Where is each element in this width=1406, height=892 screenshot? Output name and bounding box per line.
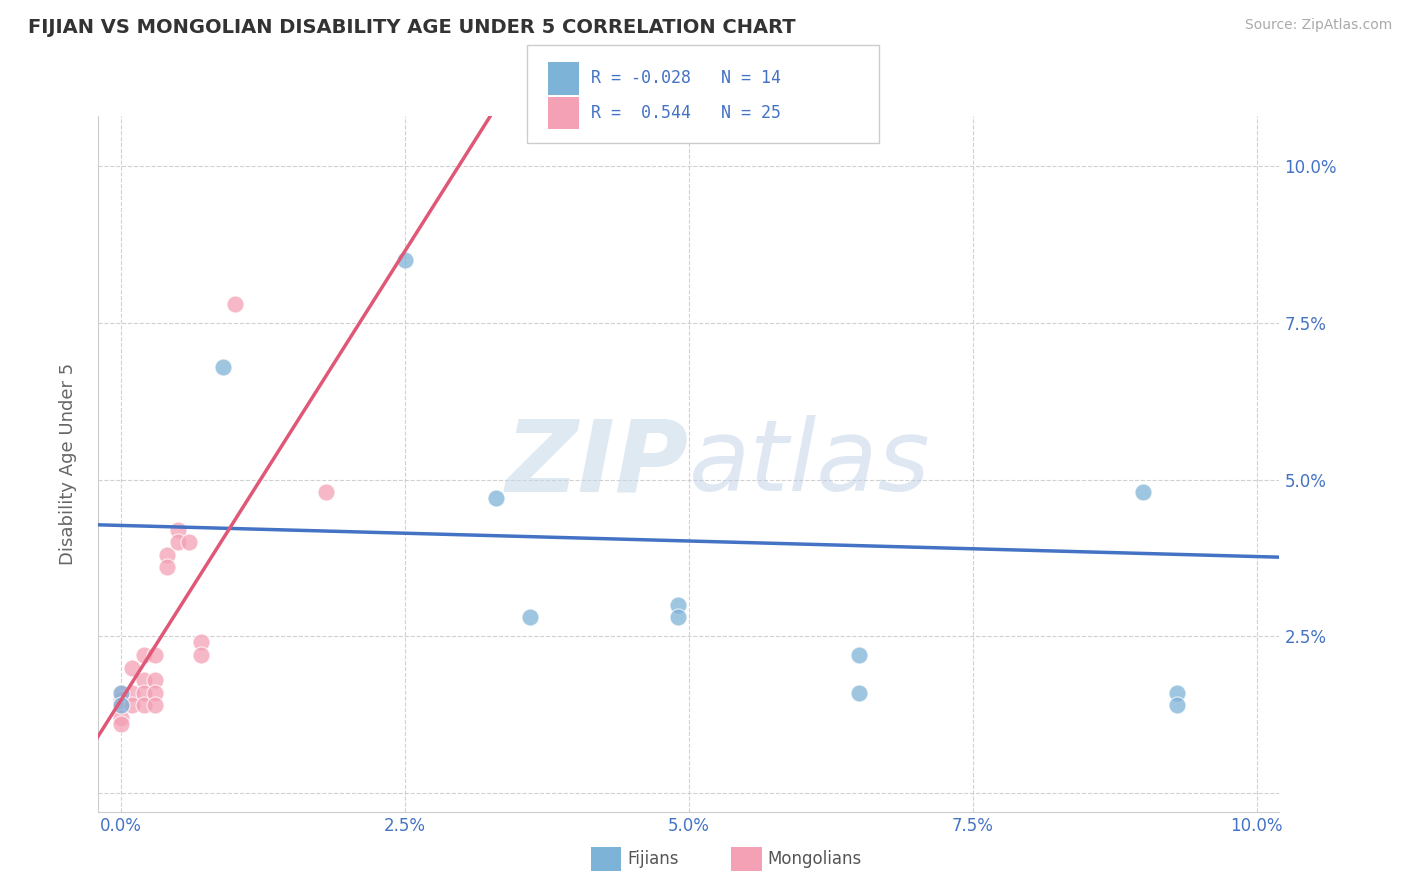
- Point: [110, 698, 132, 713]
- Point: [110, 711, 132, 725]
- Point: [132, 698, 155, 713]
- Point: [666, 598, 689, 612]
- Point: [132, 685, 155, 699]
- Point: [485, 491, 508, 506]
- Point: [121, 685, 143, 699]
- Text: Fijians: Fijians: [627, 850, 679, 868]
- Point: [110, 698, 132, 713]
- Text: FIJIAN VS MONGOLIAN DISABILITY AGE UNDER 5 CORRELATION CHART: FIJIAN VS MONGOLIAN DISABILITY AGE UNDER…: [28, 18, 796, 37]
- Point: [224, 297, 246, 311]
- Point: [190, 635, 212, 649]
- Y-axis label: Disability Age Under 5: Disability Age Under 5: [59, 363, 77, 565]
- Point: [519, 610, 541, 624]
- Point: [143, 698, 166, 713]
- Point: [848, 648, 870, 662]
- Point: [1166, 698, 1188, 713]
- Point: [167, 523, 190, 537]
- Point: [1132, 485, 1154, 500]
- Point: [132, 648, 155, 662]
- Point: [190, 648, 212, 662]
- Point: [143, 685, 166, 699]
- Point: [121, 660, 143, 674]
- Point: [394, 253, 416, 268]
- Point: [143, 648, 166, 662]
- Point: [1166, 685, 1188, 699]
- Point: [848, 685, 870, 699]
- Point: [110, 692, 132, 706]
- Point: [315, 485, 337, 500]
- Point: [212, 359, 235, 374]
- Text: Mongolians: Mongolians: [768, 850, 862, 868]
- Point: [167, 535, 190, 549]
- Point: [132, 673, 155, 687]
- Text: Source: ZipAtlas.com: Source: ZipAtlas.com: [1244, 18, 1392, 32]
- Point: [143, 673, 166, 687]
- Point: [110, 685, 132, 699]
- Point: [666, 610, 689, 624]
- Text: R =  0.544   N = 25: R = 0.544 N = 25: [591, 104, 780, 122]
- Text: R = -0.028   N = 14: R = -0.028 N = 14: [591, 70, 780, 87]
- Point: [110, 717, 132, 731]
- Point: [155, 560, 177, 574]
- Text: ZIP: ZIP: [506, 416, 689, 512]
- Point: [155, 548, 177, 562]
- Text: atlas: atlas: [689, 416, 931, 512]
- Point: [179, 535, 201, 549]
- Point: [121, 698, 143, 713]
- Point: [110, 685, 132, 699]
